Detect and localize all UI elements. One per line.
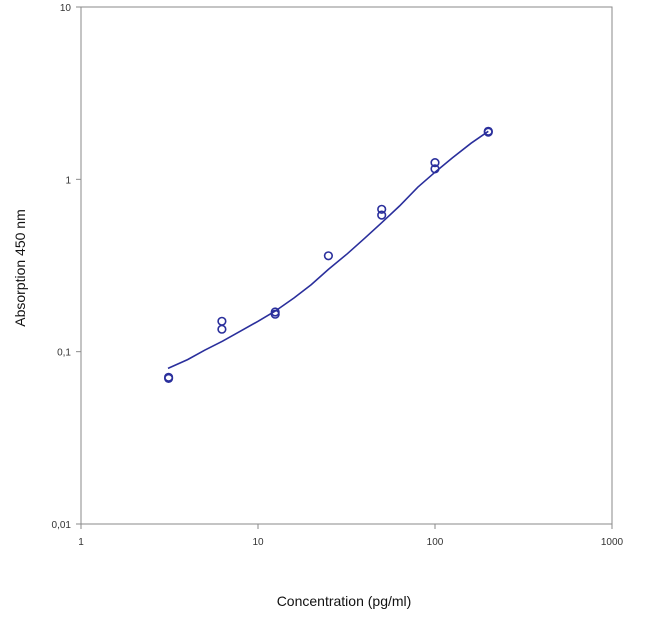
data-point <box>430 158 440 168</box>
y-tick-label: 10 <box>60 3 72 14</box>
data-point <box>377 204 387 214</box>
data-point <box>377 210 387 220</box>
y-tick-label: 0,1 <box>57 348 71 359</box>
x-tick-label: 100 <box>427 537 444 548</box>
data-point <box>217 324 227 334</box>
data-point <box>323 251 334 261</box>
x-axis-ticks: 1 10 100 1000 <box>78 524 624 548</box>
data-point <box>270 309 280 319</box>
y-axis-ticks: 0,01 0,1 1 10 <box>52 3 81 531</box>
x-tick-label: 1000 <box>601 537 624 548</box>
fit-curve-line <box>167 130 489 370</box>
y-axis-title: Absorption 450 nm <box>12 209 28 327</box>
data-point <box>217 316 227 326</box>
data-point <box>430 164 440 174</box>
x-tick-label: 1 <box>78 537 84 548</box>
x-tick-label: 10 <box>252 537 264 548</box>
y-tick-label: 0,01 <box>52 520 72 531</box>
x-axis-title: Concentration (pg/ml) <box>277 593 412 609</box>
plot-area-frame <box>80 6 613 525</box>
data-point <box>164 372 174 382</box>
data-point <box>483 127 493 137</box>
y-tick-label: 1 <box>65 175 71 186</box>
data-points <box>164 126 493 384</box>
